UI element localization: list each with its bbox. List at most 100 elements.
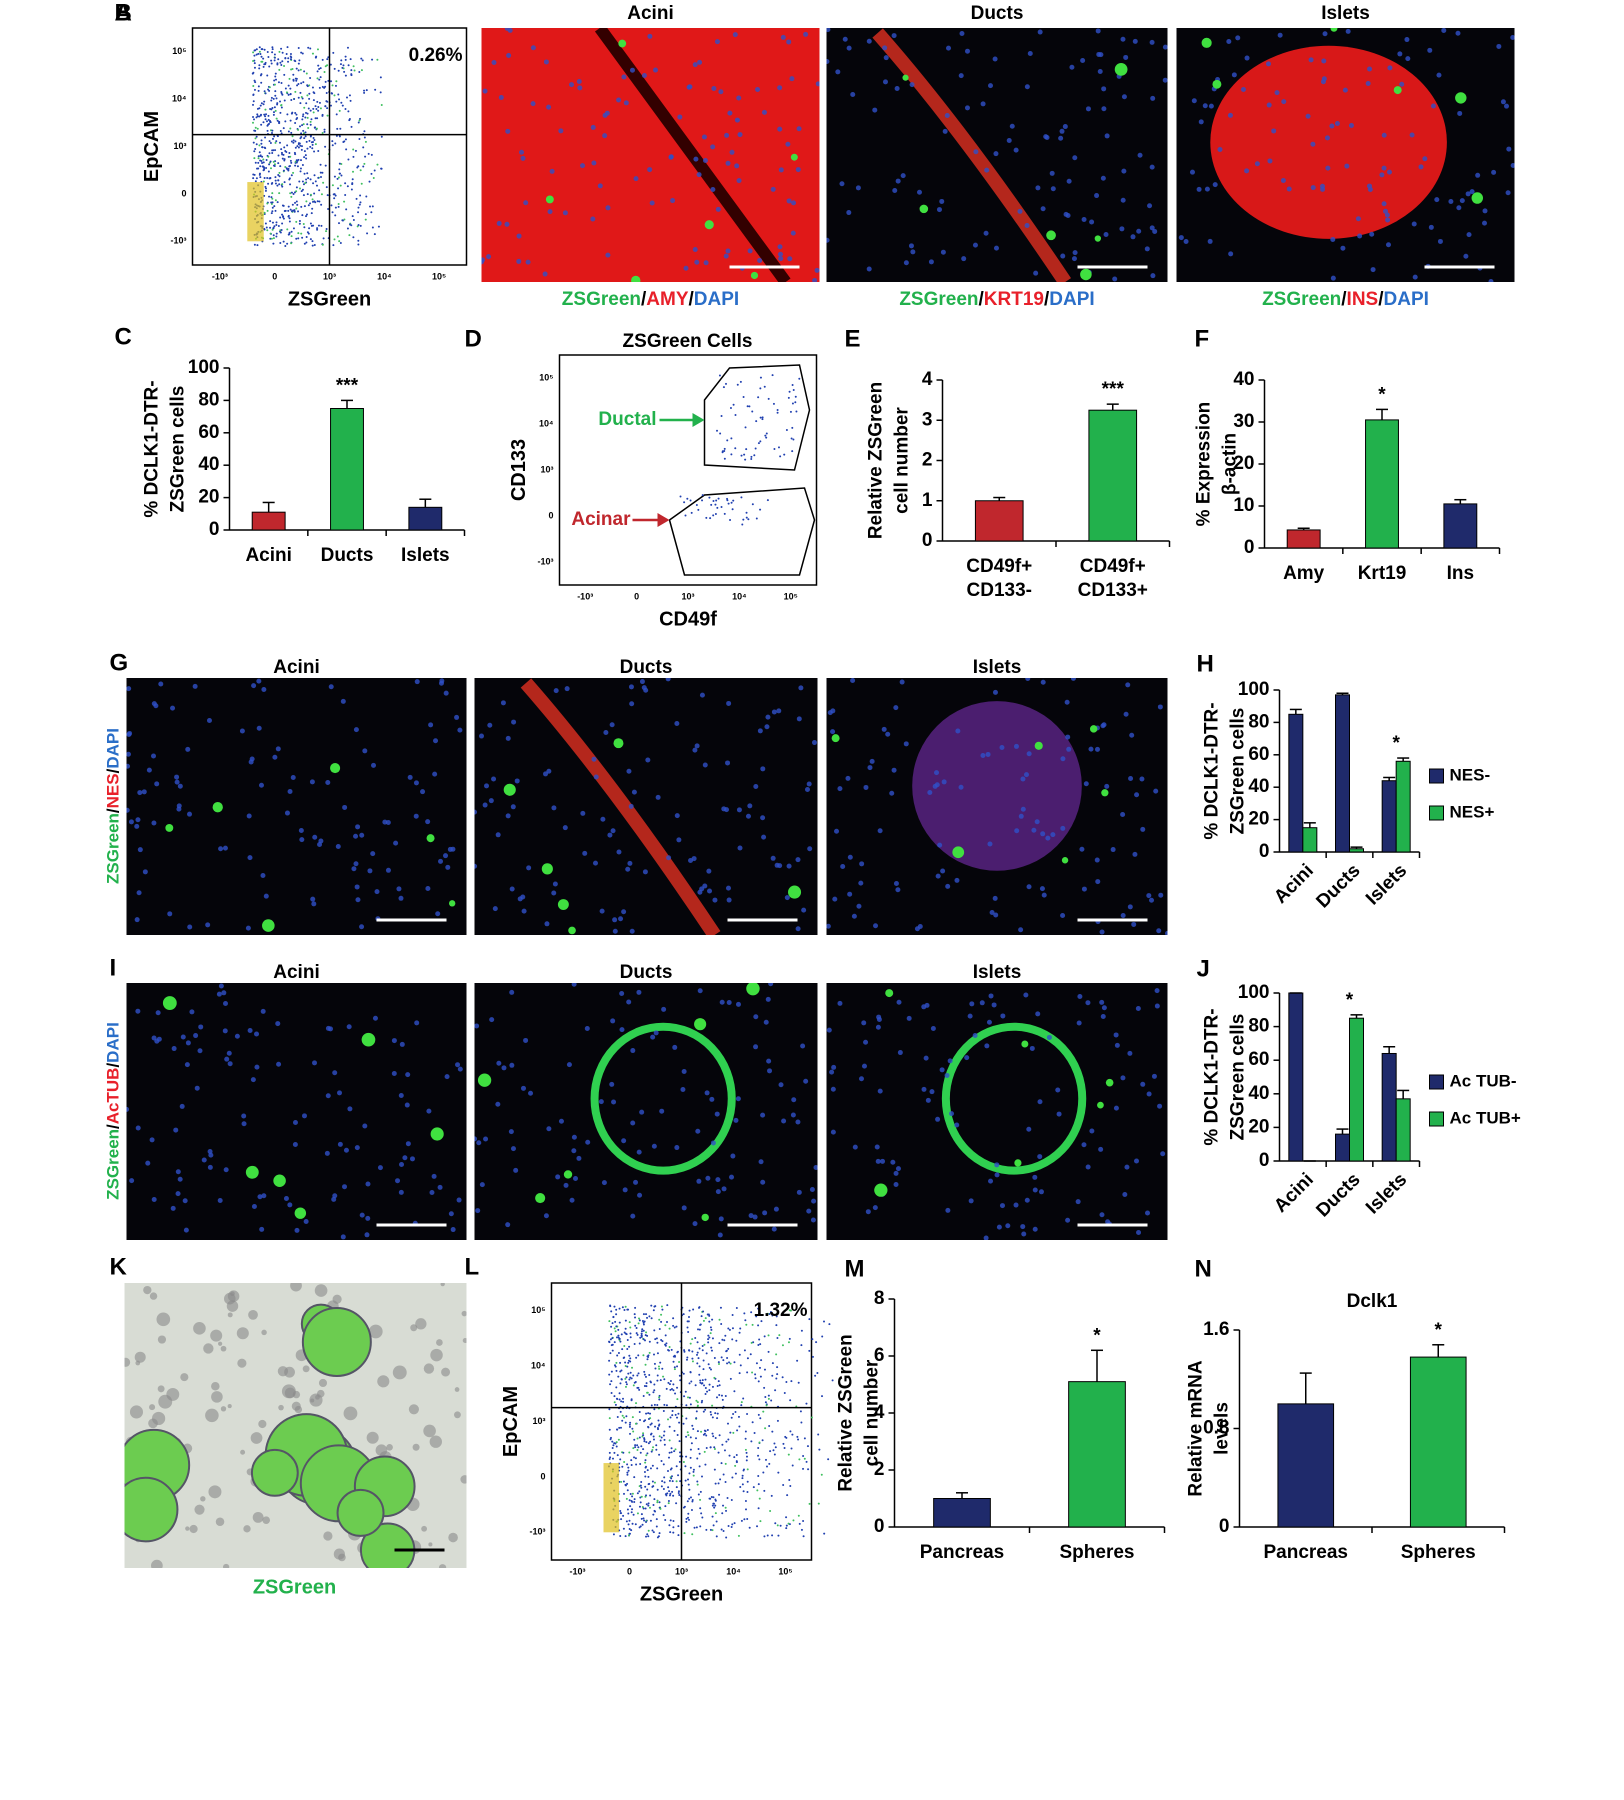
nucleus bbox=[1113, 1105, 1119, 1111]
event-dot bbox=[259, 52, 262, 55]
nucleus bbox=[795, 1119, 801, 1125]
nucleus bbox=[510, 1146, 516, 1152]
micrograph bbox=[826, 983, 1168, 1240]
bar bbox=[1335, 1133, 1350, 1162]
event-dot bbox=[615, 1313, 618, 1316]
nucleus bbox=[530, 101, 536, 107]
event-dot bbox=[269, 108, 272, 111]
nucleus bbox=[610, 828, 616, 834]
nucleus bbox=[566, 1062, 572, 1068]
event-dot bbox=[721, 1443, 724, 1446]
event-dot bbox=[304, 131, 307, 134]
event-dot bbox=[656, 1488, 659, 1491]
event-dot bbox=[324, 145, 327, 148]
event-dot bbox=[713, 1357, 716, 1360]
event-dot bbox=[709, 1497, 712, 1500]
event-dot bbox=[705, 1446, 708, 1449]
event-dot bbox=[667, 1349, 670, 1352]
event-dot bbox=[333, 67, 336, 70]
nucleus bbox=[413, 813, 419, 819]
event-dot bbox=[625, 1383, 628, 1386]
x-tick-label: Ducts bbox=[1312, 1169, 1364, 1221]
event-dot bbox=[287, 130, 290, 133]
event-dot bbox=[252, 60, 255, 63]
event-dot bbox=[717, 1482, 720, 1485]
nucleus bbox=[1448, 199, 1454, 205]
debris bbox=[314, 1284, 328, 1297]
event-dot bbox=[731, 508, 734, 511]
event-dot bbox=[777, 446, 780, 449]
nucleus bbox=[1469, 189, 1475, 195]
event-dot bbox=[651, 1529, 654, 1532]
tissue bbox=[481, 28, 820, 282]
event-dot bbox=[755, 420, 758, 423]
x-tick-label: Pancreas bbox=[920, 1542, 1005, 1563]
nucleus bbox=[551, 890, 557, 896]
event-dot bbox=[653, 1408, 656, 1411]
event-dot bbox=[627, 1469, 630, 1472]
event-dot bbox=[730, 437, 733, 440]
event-dot bbox=[642, 1329, 645, 1332]
nucleus bbox=[1488, 279, 1494, 282]
nucleus bbox=[709, 1096, 715, 1102]
nucleus bbox=[725, 885, 731, 891]
event-dot bbox=[641, 1320, 644, 1323]
nucleus bbox=[208, 1152, 214, 1158]
event-dot bbox=[621, 1348, 624, 1351]
y-tick-label: 10⁴ bbox=[531, 1360, 545, 1370]
event-dot bbox=[690, 1508, 693, 1511]
nucleus bbox=[1065, 1217, 1071, 1223]
event-dot bbox=[291, 67, 294, 70]
y-tick-label: -10³ bbox=[529, 1527, 545, 1537]
nucleus bbox=[487, 722, 493, 728]
event-dot bbox=[666, 1418, 669, 1421]
event-dot bbox=[299, 102, 302, 105]
nucleus bbox=[311, 901, 317, 907]
nucleus bbox=[771, 1226, 777, 1232]
event-dot bbox=[703, 1450, 706, 1453]
event-dot bbox=[369, 205, 372, 208]
nucleus bbox=[858, 880, 864, 886]
nucleus bbox=[778, 256, 784, 262]
event-dot bbox=[757, 1413, 760, 1416]
event-dot bbox=[690, 511, 693, 514]
nucleus bbox=[1228, 251, 1234, 257]
nucleus bbox=[413, 780, 419, 786]
nucleus bbox=[768, 983, 774, 987]
event-dot bbox=[701, 499, 704, 502]
event-dot bbox=[785, 1436, 788, 1439]
nucleus bbox=[633, 176, 639, 182]
nucleus bbox=[1212, 182, 1218, 188]
event-dot bbox=[787, 1341, 790, 1344]
event-dot bbox=[705, 1434, 708, 1437]
nucleus bbox=[1457, 110, 1463, 116]
nucleus bbox=[496, 220, 502, 226]
event-dot bbox=[745, 516, 748, 519]
nucleus bbox=[718, 1216, 724, 1222]
event-dot bbox=[268, 195, 271, 198]
event-dot bbox=[284, 120, 287, 123]
nucleus bbox=[806, 781, 812, 787]
event-dot bbox=[645, 1441, 648, 1444]
event-dot bbox=[642, 1338, 645, 1341]
nucleus bbox=[482, 88, 488, 94]
debris bbox=[284, 1387, 296, 1399]
event-dot bbox=[287, 57, 290, 60]
nucleus bbox=[433, 738, 439, 744]
nucleus bbox=[260, 872, 266, 878]
event-dot bbox=[751, 503, 754, 506]
event-dot bbox=[309, 47, 312, 50]
event-dot bbox=[699, 1379, 702, 1382]
event-dot bbox=[727, 502, 730, 505]
event-dot bbox=[363, 89, 366, 92]
debris bbox=[262, 1516, 271, 1525]
event-dot bbox=[687, 1518, 690, 1521]
event-dot bbox=[331, 140, 334, 143]
nucleus bbox=[866, 38, 872, 44]
zsgreen-cell bbox=[1061, 857, 1069, 864]
event-dot bbox=[711, 1337, 714, 1340]
event-dot bbox=[312, 182, 315, 185]
event-dot bbox=[629, 1505, 632, 1508]
event-dot bbox=[283, 181, 286, 184]
zsgreen-cell bbox=[568, 926, 576, 935]
